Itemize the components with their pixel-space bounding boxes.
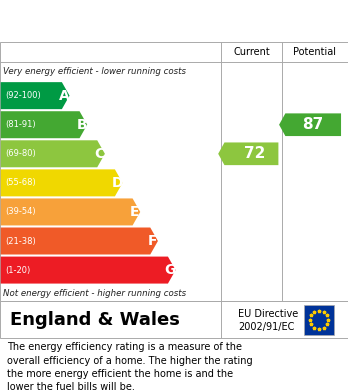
Text: Not energy efficient - higher running costs: Not energy efficient - higher running co… xyxy=(3,289,187,298)
Polygon shape xyxy=(1,228,158,255)
Text: B: B xyxy=(77,118,87,132)
Text: (81-91): (81-91) xyxy=(5,120,36,129)
Text: (21-38): (21-38) xyxy=(5,237,36,246)
Text: (1-20): (1-20) xyxy=(5,265,31,274)
Text: 2002/91/EC: 2002/91/EC xyxy=(238,322,295,332)
Text: G: G xyxy=(165,263,176,277)
Polygon shape xyxy=(1,140,105,167)
Text: F: F xyxy=(148,234,157,248)
Polygon shape xyxy=(1,82,70,109)
Text: (39-54): (39-54) xyxy=(5,208,36,217)
Text: A: A xyxy=(59,89,70,103)
Polygon shape xyxy=(218,142,278,165)
Text: England & Wales: England & Wales xyxy=(10,311,180,329)
Text: The energy efficiency rating is a measure of the
overall efficiency of a home. T: The energy efficiency rating is a measur… xyxy=(7,343,253,391)
Text: (69-80): (69-80) xyxy=(5,149,36,158)
Text: Very energy efficient - lower running costs: Very energy efficient - lower running co… xyxy=(3,67,187,76)
Text: EU Directive: EU Directive xyxy=(238,309,299,319)
Text: 72: 72 xyxy=(244,146,266,161)
Text: (92-100): (92-100) xyxy=(5,91,41,100)
Text: Current: Current xyxy=(233,47,270,57)
Text: D: D xyxy=(111,176,123,190)
Text: Potential: Potential xyxy=(293,47,337,57)
Polygon shape xyxy=(1,169,122,196)
Text: (55-68): (55-68) xyxy=(5,178,36,187)
Bar xyxy=(304,305,334,335)
Text: 87: 87 xyxy=(302,117,324,132)
Polygon shape xyxy=(1,256,176,283)
Text: Energy Efficiency Rating: Energy Efficiency Rating xyxy=(10,13,251,31)
Text: E: E xyxy=(130,205,140,219)
Polygon shape xyxy=(1,111,87,138)
Polygon shape xyxy=(279,113,341,136)
Polygon shape xyxy=(1,199,140,226)
Text: C: C xyxy=(94,147,105,161)
